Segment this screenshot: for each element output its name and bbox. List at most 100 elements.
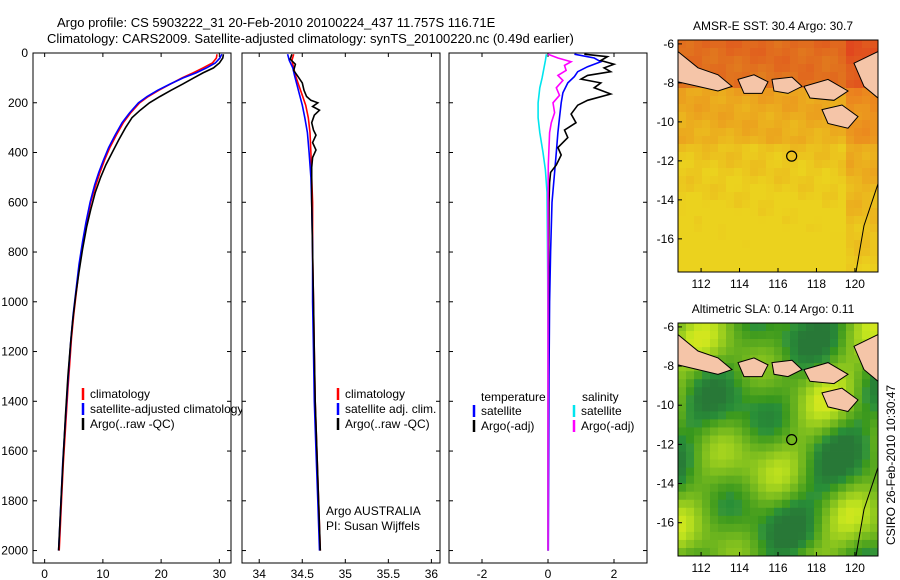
sla-grid-cell [710, 411, 719, 420]
sst-ytick-label: -10 [657, 115, 675, 129]
sla-grid-cell [678, 435, 687, 444]
sla-grid-cell [710, 435, 719, 444]
sla-grid-cell [702, 507, 711, 517]
sla-grid-cell [750, 395, 759, 404]
sla-grid-cell [742, 379, 751, 388]
sst-grid-cell [790, 240, 799, 249]
sst-grid-cell [846, 136, 855, 145]
sla-grid-cell [870, 531, 879, 541]
sst-island [821, 104, 859, 129]
salinity-xtick-label: 35.5 [377, 567, 401, 580]
sst-grid-cell [750, 248, 759, 257]
sst-grid-cell [814, 48, 823, 57]
sla-grid-cell [814, 443, 823, 452]
sla-grid-cell [830, 459, 839, 469]
sst-grid-cell [750, 136, 759, 145]
sla-grid-cell [822, 323, 831, 332]
sst-grid-cell [854, 128, 863, 137]
sst-grid-cell [726, 48, 735, 57]
sla-grid-cell [846, 419, 855, 428]
sla-grid-cell [710, 459, 719, 469]
sst-grid-cell [790, 136, 799, 145]
sst-grid-cell [814, 152, 823, 161]
sst-grid-cell [830, 56, 839, 65]
sst-ytick-label: -14 [657, 193, 675, 207]
sst-grid-cell [766, 264, 775, 273]
sla-grid-cell [702, 419, 711, 428]
sla-grid-cell [806, 419, 815, 428]
sst-grid-cell [734, 168, 743, 177]
sla-grid-cell [694, 531, 703, 541]
sla-grid-cell [814, 339, 823, 348]
sst-grid-cell [750, 48, 759, 57]
sst-grid-cell [758, 232, 767, 241]
sla-grid-cell [846, 523, 855, 533]
sla-grid-cell [718, 531, 727, 541]
sst-grid-cell [830, 40, 839, 49]
sla-grid-cell [790, 507, 799, 517]
sla-grid-cell [870, 411, 879, 420]
sst-grid-cell [758, 96, 767, 105]
sst-grid-cell [710, 208, 719, 217]
sla-grid-cell [822, 331, 831, 340]
sst-grid-cell [710, 240, 719, 249]
sla-grid-cell [742, 323, 751, 332]
sla-grid-cell [734, 435, 743, 444]
sla-grid-cell [846, 443, 855, 452]
sla-grid-cell [854, 523, 863, 533]
sst-grid-cell [814, 176, 823, 185]
sla-grid-cell [838, 379, 847, 388]
sst-grid-cell [734, 120, 743, 129]
sla-grid-cell [862, 323, 871, 332]
sla-grid-cell [798, 347, 807, 356]
sla-grid-cell [742, 523, 751, 533]
sst-grid-cell [766, 152, 775, 161]
sla-grid-cell [742, 403, 751, 412]
sla-grid-cell [750, 499, 759, 509]
sst-grid-cell [686, 88, 695, 97]
sla-grid-cell [758, 451, 767, 460]
sst-grid-cell [830, 136, 839, 145]
sst-grid-cell [702, 88, 711, 97]
sst-grid-cell [678, 152, 687, 161]
sst-grid-cell [854, 248, 863, 257]
sla-grid-cell [726, 539, 735, 549]
sst-grid-cell [758, 192, 767, 201]
sst-grid-cell [710, 184, 719, 193]
sst-grid-cell [750, 112, 759, 121]
sla-grid-cell [838, 419, 847, 428]
sla-grid-cell [798, 523, 807, 533]
sst-grid-cell [702, 40, 711, 49]
sst-grid-cell [718, 184, 727, 193]
sst-grid-cell [742, 216, 751, 225]
sst-grid-cell [702, 264, 711, 273]
sst-grid-cell [686, 256, 695, 265]
sla-grid-cell [798, 427, 807, 436]
sla-grid-cell [814, 475, 823, 485]
sst-grid-cell [766, 48, 775, 57]
sla-grid-cell [782, 459, 791, 469]
sst-grid-cell [870, 112, 879, 121]
sst-grid-cell [702, 104, 711, 113]
sst-grid-cell [710, 88, 719, 97]
sla-grid-cell [686, 435, 695, 444]
salinity-xtick-label: 34 [253, 567, 267, 580]
sla-grid-cell [718, 427, 727, 436]
sst-grid-cell [774, 176, 783, 185]
sst-grid-cell [718, 256, 727, 265]
sla-grid-cell [718, 443, 727, 452]
sst-grid-cell [854, 48, 863, 57]
sla-grid-cell [766, 483, 775, 493]
sla-grid-cell [734, 531, 743, 541]
sst-grid-cell [758, 224, 767, 233]
sst-grid-cell [750, 96, 759, 105]
sla-grid-cell [694, 323, 703, 332]
sst-grid-cell [806, 232, 815, 241]
sst-grid-cell [702, 160, 711, 169]
sla-grid-cell [710, 323, 719, 332]
sla-grid-cell [702, 451, 711, 460]
sla-grid-cell [750, 539, 759, 549]
sla-grid-cell [766, 499, 775, 509]
sst-grid-cell [726, 128, 735, 137]
sst-grid-cell [726, 104, 735, 113]
